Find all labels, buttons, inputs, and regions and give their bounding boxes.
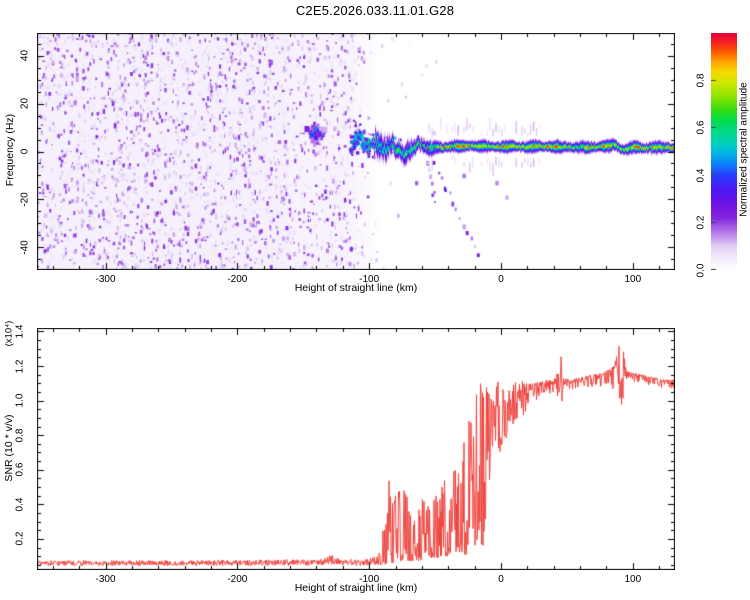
top-y-axis-label: Frequency (Hz) xyxy=(4,113,16,187)
bottom-x-tick-label: -200 xyxy=(227,574,248,585)
bottom-x-tick-label: -300 xyxy=(95,574,116,585)
top-x-tick-label: 100 xyxy=(624,274,642,285)
snr-plot xyxy=(37,328,675,570)
colorbar-tick-label: 0.8 xyxy=(695,73,707,88)
figure-title: C2E5.2026.033.11.01.G28 xyxy=(295,3,455,18)
bottom-y-tick-label: 1.0 xyxy=(14,393,26,408)
bottom-y-tick-label: 0.2 xyxy=(14,531,26,546)
colorbar-tick-label: 0.0 xyxy=(695,263,707,277)
bottom-y-tick-label: 0.8 xyxy=(14,428,26,443)
colorbar-gradient xyxy=(711,33,737,270)
top-x-tick-label: 0 xyxy=(498,274,504,285)
colorbar-tick-label: 0.6 xyxy=(695,120,707,135)
top-x-axis-label: Height of straight line (km) xyxy=(294,282,418,294)
top-y-tick-label: 20 xyxy=(19,97,31,110)
colorbar-label: Normalized spectral amplitude xyxy=(738,82,750,217)
top-y-tick-label: 0 xyxy=(19,148,31,155)
top-y-tick-label: 40 xyxy=(19,49,31,62)
bottom-y-tick-label: 0.6 xyxy=(14,462,26,477)
top-x-tick-label: -300 xyxy=(95,274,116,285)
colorbar-tick-label: 0.4 xyxy=(695,168,707,183)
bottom-x-tick-label: 0 xyxy=(498,574,504,585)
bottom-x-tick-label: -100 xyxy=(359,574,380,585)
spectrogram-plot xyxy=(37,33,675,270)
top-y-tick-label: -20 xyxy=(19,192,31,207)
top-x-tick-label: -200 xyxy=(227,274,248,285)
bottom-y-tick-label: 0.4 xyxy=(14,497,26,512)
top-x-tick-label: -100 xyxy=(359,274,380,285)
bottom-y-tick-label: 1.4 xyxy=(14,324,26,339)
colorbar-tick-label: 0.2 xyxy=(695,215,707,230)
bottom-x-axis-label: Height of straight line (km) xyxy=(294,582,418,594)
top-y-tick-label: -40 xyxy=(19,240,31,255)
bottom-x-tick-label: 100 xyxy=(624,574,642,585)
bottom-y-tick-label: 1.2 xyxy=(14,359,26,373)
